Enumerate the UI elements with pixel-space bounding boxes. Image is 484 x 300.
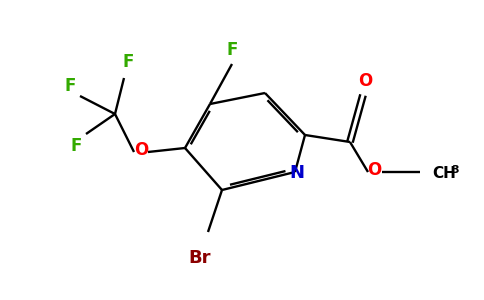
- Text: F: F: [64, 77, 76, 95]
- Text: N: N: [289, 164, 304, 182]
- Text: O: O: [358, 72, 372, 90]
- Text: O: O: [134, 141, 148, 159]
- Text: O: O: [367, 161, 381, 179]
- Text: F: F: [70, 137, 82, 155]
- Text: CH: CH: [432, 167, 456, 182]
- Text: 3: 3: [451, 165, 459, 175]
- Text: F: F: [122, 53, 134, 71]
- Text: Br: Br: [189, 249, 211, 267]
- Text: F: F: [227, 41, 238, 59]
